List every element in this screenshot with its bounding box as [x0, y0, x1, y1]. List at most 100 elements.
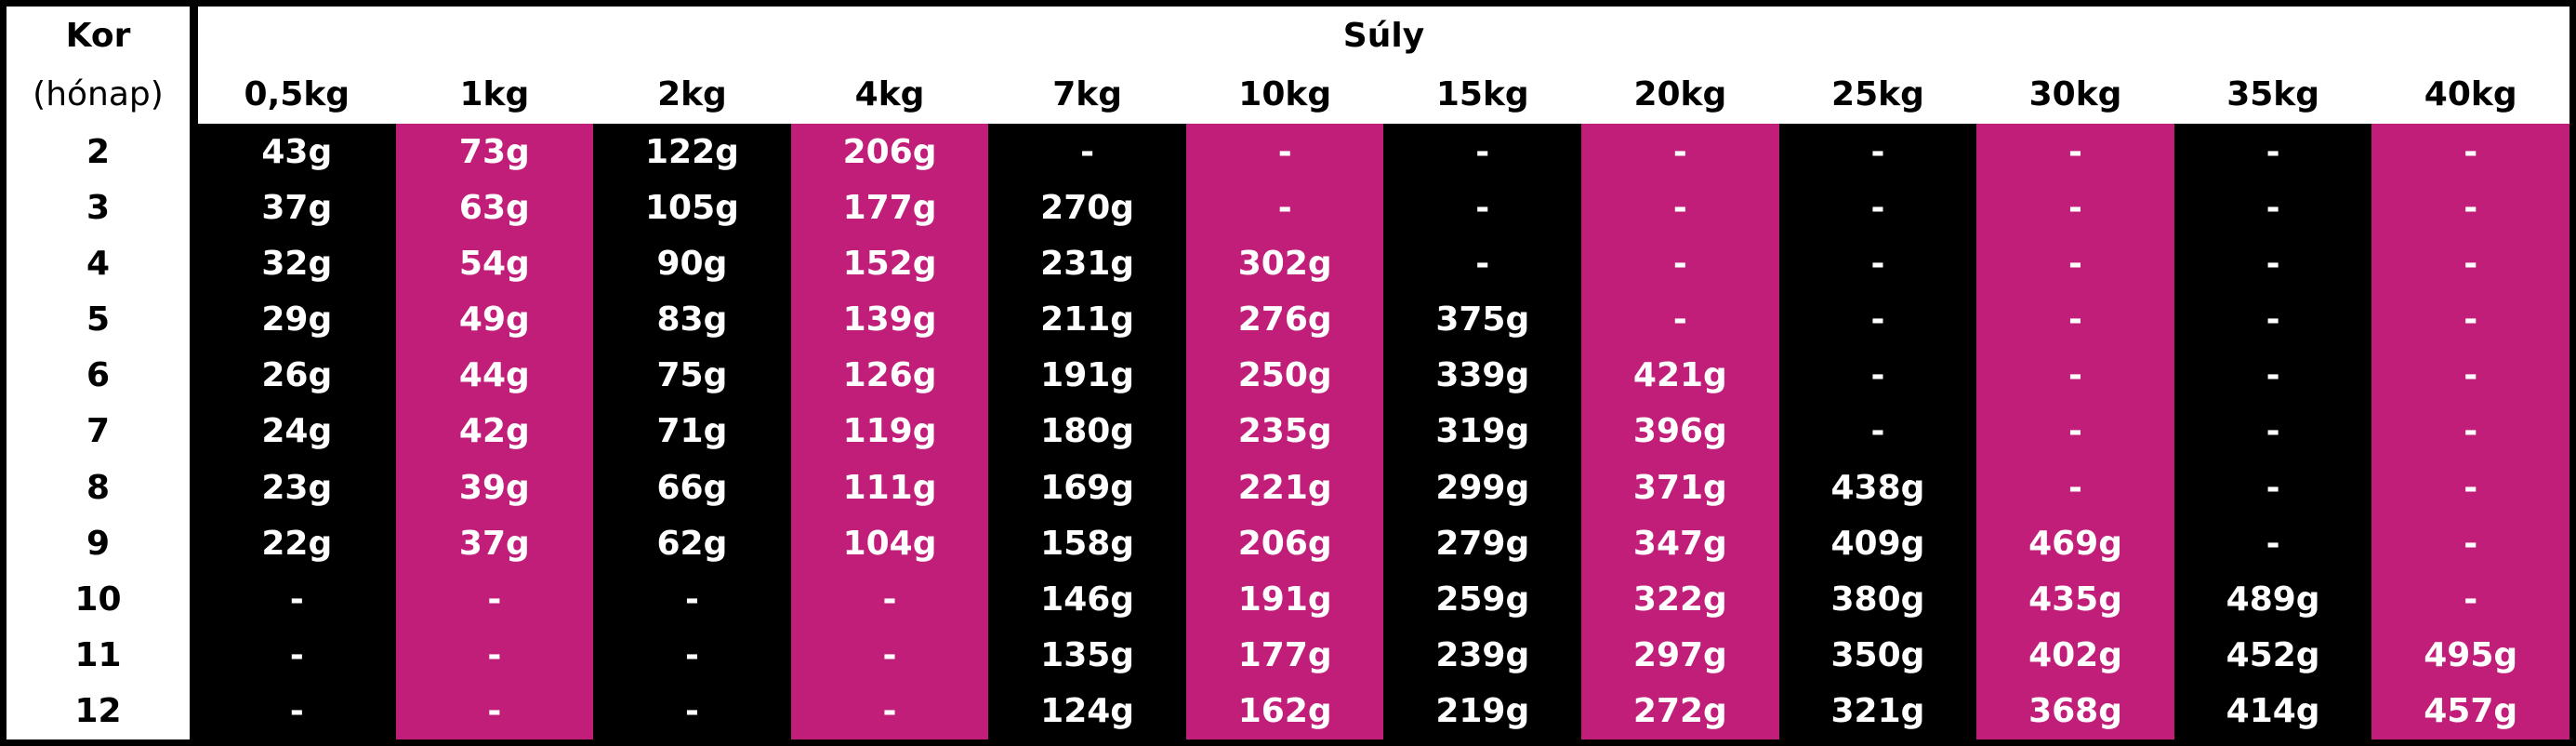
portion-cell: 37g: [198, 180, 396, 236]
portion-cell: -: [988, 124, 1186, 180]
age-title: Kor: [7, 7, 198, 64]
weight-title: Súly: [198, 7, 2569, 64]
portion-cell: -: [1383, 180, 1582, 236]
portion-cell: -: [2371, 291, 2569, 348]
portion-cell: 402g: [1976, 627, 2174, 684]
age-label: 9: [7, 515, 198, 572]
portion-cell: 119g: [790, 403, 989, 460]
portion-cell: 339g: [1383, 347, 1582, 404]
portion-cell: -: [198, 571, 396, 628]
weight-label: 30kg: [1976, 64, 2174, 124]
portion-cell: 396g: [1581, 403, 1779, 460]
portion-cell: 152g: [790, 235, 989, 292]
portion-cell: -: [1185, 180, 1384, 236]
portion-cell: 239g: [1383, 627, 1582, 684]
portion-cell: 409g: [1778, 515, 1977, 572]
portion-cell: 276g: [1185, 291, 1384, 348]
portion-cell: -: [198, 683, 396, 739]
portion-cell: 122g: [593, 124, 791, 180]
portion-cell: 29g: [198, 291, 396, 348]
age-label: 12: [7, 683, 198, 739]
portion-cell: 421g: [1581, 347, 1779, 404]
portion-cell: 32g: [198, 235, 396, 292]
portion-cell: 63g: [395, 180, 594, 236]
age-label: 6: [7, 347, 198, 404]
portion-cell: -: [1778, 347, 1977, 404]
portion-cell: -: [2173, 180, 2372, 236]
portion-cell: 414g: [2173, 683, 2372, 739]
weight-label: 4kg: [790, 64, 989, 124]
portion-cell: 206g: [1185, 515, 1384, 572]
portion-cell: 71g: [593, 403, 791, 460]
portion-cell: 368g: [1976, 683, 2174, 739]
weight-label: 15kg: [1383, 64, 1582, 124]
portion-cell: -: [1185, 124, 1384, 180]
portion-cell: -: [1976, 403, 2174, 460]
portion-cell: 299g: [1383, 460, 1582, 516]
portion-cell: -: [2173, 235, 2372, 292]
portion-cell: 322g: [1581, 571, 1779, 628]
portion-cell: -: [2371, 124, 2569, 180]
portion-cell: 302g: [1185, 235, 1384, 292]
portion-cell: 158g: [988, 515, 1186, 572]
age-label: 7: [7, 403, 198, 460]
portion-cell: 105g: [593, 180, 791, 236]
portion-cell: 211g: [988, 291, 1186, 348]
portion-cell: 235g: [1185, 403, 1384, 460]
portion-cell: -: [2173, 291, 2372, 348]
portion-cell: 250g: [1185, 347, 1384, 404]
portion-cell: 23g: [198, 460, 396, 516]
portion-cell: 350g: [1778, 627, 1977, 684]
portion-cell: 380g: [1778, 571, 1977, 628]
portion-cell: -: [198, 627, 396, 684]
portion-cell: 54g: [395, 235, 594, 292]
portion-cell: -: [1383, 235, 1582, 292]
portion-cell: 75g: [593, 347, 791, 404]
portion-cell: 221g: [1185, 460, 1384, 516]
portion-cell: -: [2173, 124, 2372, 180]
portion-cell: 180g: [988, 403, 1186, 460]
portion-cell: 469g: [1976, 515, 2174, 572]
weight-label: 1kg: [395, 64, 594, 124]
portion-cell: 90g: [593, 235, 791, 292]
portion-cell: 259g: [1383, 571, 1582, 628]
weight-label: 25kg: [1778, 64, 1977, 124]
portion-cell: 231g: [988, 235, 1186, 292]
weight-label: 20kg: [1581, 64, 1779, 124]
portion-cell: -: [395, 683, 594, 739]
portion-cell: -: [2371, 571, 2569, 628]
portion-cell: 371g: [1581, 460, 1779, 516]
portion-cell: 73g: [395, 124, 594, 180]
portion-cell: 495g: [2371, 627, 2569, 684]
portion-cell: -: [1383, 124, 1582, 180]
weight-label: 10kg: [1185, 64, 1384, 124]
age-label: 11: [7, 627, 198, 684]
portion-cell: 177g: [1185, 627, 1384, 684]
portion-cell: 162g: [1185, 683, 1384, 739]
age-label: 3: [7, 180, 198, 236]
portion-cell: 139g: [790, 291, 989, 348]
portion-cell: -: [1976, 180, 2174, 236]
portion-cell: -: [1976, 460, 2174, 516]
portion-cell: -: [1778, 235, 1977, 292]
portion-cell: -: [593, 571, 791, 628]
portion-cell: 321g: [1778, 683, 1977, 739]
portion-cell: -: [1778, 180, 1977, 236]
portion-cell: -: [1976, 291, 2174, 348]
portion-cell: -: [1778, 403, 1977, 460]
portion-cell: 297g: [1581, 627, 1779, 684]
age-label: 5: [7, 291, 198, 348]
portion-cell: -: [1976, 347, 2174, 404]
portion-cell: -: [1778, 291, 1977, 348]
portion-cell: 452g: [2173, 627, 2372, 684]
portion-cell: -: [790, 627, 989, 684]
portion-cell: 438g: [1778, 460, 1977, 516]
portion-cell: 124g: [988, 683, 1186, 739]
portion-cell: -: [593, 627, 791, 684]
portion-cell: -: [395, 627, 594, 684]
portion-cell: 135g: [988, 627, 1186, 684]
portion-cell: -: [395, 571, 594, 628]
portion-cell: -: [2371, 180, 2569, 236]
portion-cell: 66g: [593, 460, 791, 516]
portion-cell: 22g: [198, 515, 396, 572]
